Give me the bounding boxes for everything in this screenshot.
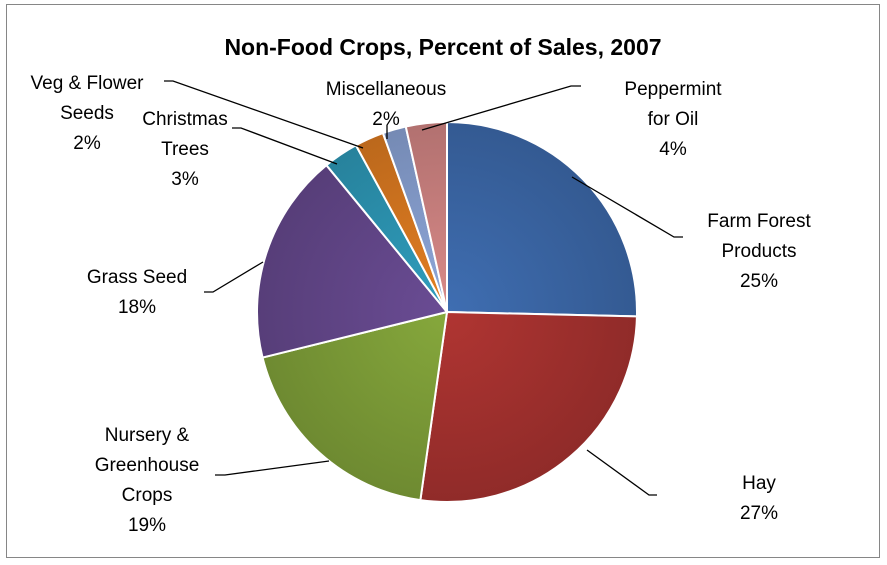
- slice-label-3: Grass Seed 18%: [87, 267, 187, 318]
- chart-frame: Non-Food Crops, Percent of Sales, 2007 F…: [6, 4, 880, 558]
- leader-lines-layer: [164, 80, 683, 496]
- pie-slice-3: [256, 163, 449, 359]
- slice-percent-1: 27%: [740, 503, 778, 524]
- slice-percent-5: 2%: [73, 133, 101, 154]
- slice-label-6: Miscellaneous 2%: [326, 79, 446, 130]
- pie-slice-0: [446, 120, 638, 318]
- pie-slice-2: [261, 310, 449, 502]
- slice-label-0: Farm Forest Products 25%: [707, 211, 811, 292]
- slice-label-4: Christmas Trees 3%: [142, 109, 228, 190]
- slice-name-0-line-1: Products: [722, 241, 797, 262]
- slice-percent-7: 4%: [659, 139, 687, 160]
- labels-layer: Farm Forest Products 25% Hay 27% Nursery & Gre…: [31, 73, 812, 536]
- pie-slice-1: [419, 310, 638, 503]
- pie-chart: Non-Food Crops, Percent of Sales, 2007 F…: [31, 34, 812, 536]
- leader-line-0: [571, 176, 683, 238]
- leader-line-2: [215, 460, 330, 476]
- leader-line-7: [421, 85, 581, 131]
- slice-label-7: Peppermint for Oil 4%: [624, 79, 722, 160]
- slice-name-7-line-1: for Oil: [648, 109, 699, 130]
- leader-line-1: [586, 449, 657, 496]
- slice-percent-6: 2%: [372, 109, 400, 130]
- slice-name-2-line-0: Nursery &: [105, 425, 190, 446]
- slice-percent-0: 25%: [740, 271, 778, 292]
- slice-name-5-line-0: Veg & Flower: [31, 73, 145, 94]
- leader-line-3: [204, 261, 264, 293]
- slice-label-2: Nursery & Greenhouse Crops 19%: [95, 425, 200, 536]
- leader-line-5: [164, 80, 364, 149]
- slice-name-0-line-0: Farm Forest: [707, 211, 811, 232]
- slice-name-5-line-1: Seeds: [60, 103, 114, 124]
- slice-name-1-line-0: Hay: [742, 473, 776, 494]
- slice-name-2-line-2: Crops: [122, 485, 173, 506]
- slice-name-6-line-0: Miscellaneous: [326, 79, 446, 100]
- slice-name-3-line-0: Grass Seed: [87, 267, 187, 288]
- leader-line-4: [232, 127, 338, 165]
- slice-name-2-line-1: Greenhouse: [95, 455, 200, 476]
- chart-title: Non-Food Crops, Percent of Sales, 2007: [224, 34, 661, 60]
- slice-name-4-line-1: Trees: [161, 139, 209, 160]
- slice-percent-3: 18%: [118, 297, 156, 318]
- slice-label-1: Hay 27%: [740, 473, 778, 524]
- slice-percent-2: 19%: [128, 515, 166, 536]
- slice-label-5: Veg & Flower Seeds 2%: [31, 73, 145, 154]
- slices-layer: [256, 120, 638, 503]
- slice-percent-4: 3%: [171, 169, 199, 190]
- slice-name-4-line-0: Christmas: [142, 109, 228, 130]
- slice-name-7-line-0: Peppermint: [624, 79, 722, 100]
